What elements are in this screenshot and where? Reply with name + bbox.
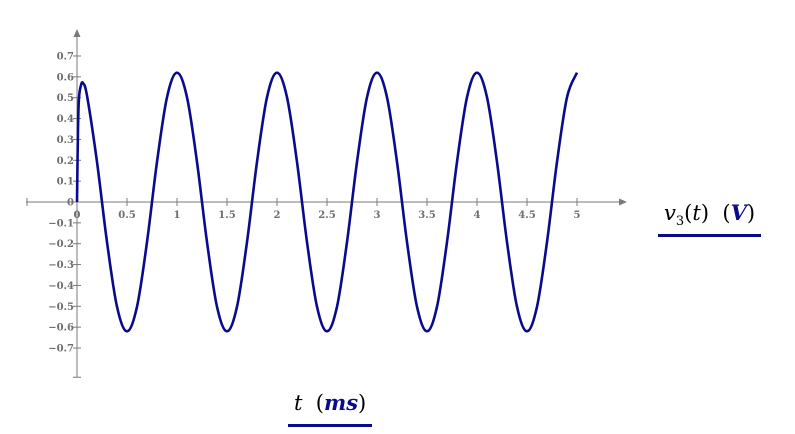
x-axis-arrow [619,198,627,206]
y-tick-label: 0.7 [57,51,74,62]
series-line [75,71,579,333]
y-tick-label: 0 [67,198,74,209]
y-label-underline [658,234,762,237]
x-axis-label: t (ms) [288,390,373,427]
x-tick-label: 3.5 [418,210,435,221]
y-tick-label: 0.1 [57,177,74,188]
x-tick-label: 0 [74,210,81,221]
x-tick-label: 4.5 [518,210,535,221]
y-tick-label: −0.4 [48,281,74,292]
x-tick-label: 4 [474,210,481,221]
y-tick-label: 0.2 [57,156,74,167]
y-unit: V [730,200,747,225]
y-tick-label: −0.7 [48,344,74,355]
y-axis-label: v3(t) (V) [658,200,762,237]
y-var-arg: t [692,201,701,225]
x-var: t [294,391,303,415]
y-tick-label: 0.6 [57,72,74,83]
y-axis-arrow [73,28,81,37]
x-label-underline [288,424,373,427]
y-tick-label: −0.3 [48,260,74,271]
x-tick-label: 0.5 [118,210,135,221]
y-tick-label: −0.2 [48,239,74,250]
y-tick-label: −0.6 [48,323,74,334]
x-tick-label: 1 [174,210,181,221]
x-tick-label: 3 [374,210,381,221]
y-tick-label: 0.3 [57,135,74,146]
y-var-subscript: 3 [675,214,685,230]
x-tick-label: 5 [574,210,581,221]
y-tick-label: 0.5 [57,93,74,104]
y-var: v [664,201,676,225]
x-tick-label: 2 [274,210,281,221]
x-tick-label: 1.5 [218,210,235,221]
y-tick-label: −0.1 [48,218,74,229]
x-tick-label: 2.5 [318,210,335,221]
y-tick-label: −0.5 [48,302,74,313]
x-unit: ms [324,390,359,415]
y-tick-label: 0.4 [57,114,74,125]
